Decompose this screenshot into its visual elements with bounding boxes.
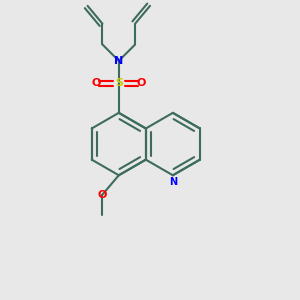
Text: O: O bbox=[98, 190, 107, 200]
Text: N: N bbox=[114, 56, 123, 66]
Text: S: S bbox=[115, 78, 123, 88]
Text: O: O bbox=[92, 78, 101, 88]
Text: N: N bbox=[169, 177, 178, 187]
Text: O: O bbox=[136, 78, 146, 88]
